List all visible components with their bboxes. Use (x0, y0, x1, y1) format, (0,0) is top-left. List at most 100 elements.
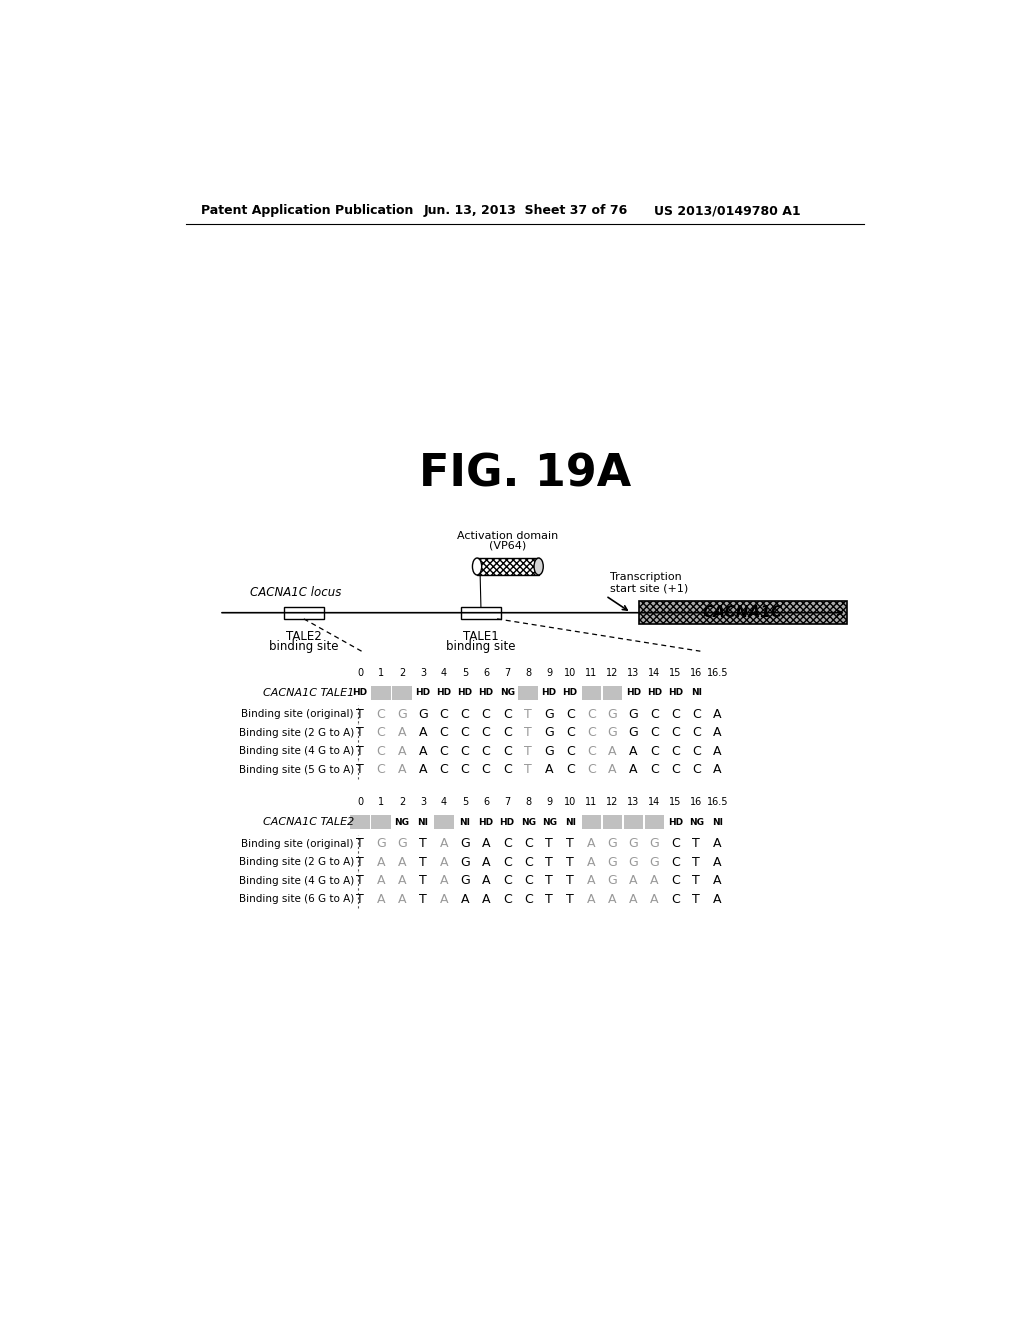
Text: T: T (692, 892, 700, 906)
Text: C: C (481, 726, 490, 739)
Text: A: A (587, 855, 595, 869)
Text: T: T (356, 892, 364, 906)
Text: G: G (607, 708, 617, 721)
Text: C: C (503, 855, 512, 869)
Text: A: A (608, 892, 616, 906)
Text: T: T (692, 837, 700, 850)
Text: T: T (356, 874, 364, 887)
Text: 13: 13 (627, 797, 639, 807)
Text: C: C (377, 763, 385, 776)
Text: 10: 10 (564, 668, 577, 677)
Text: A: A (650, 874, 658, 887)
Text: A: A (440, 855, 449, 869)
Text: T: T (524, 708, 532, 721)
Text: A: A (397, 763, 407, 776)
Text: T: T (566, 837, 574, 850)
Text: HD: HD (542, 688, 557, 697)
Text: HD: HD (647, 688, 662, 697)
Text: C: C (671, 708, 680, 721)
Text: 3: 3 (420, 797, 426, 807)
Text: 6: 6 (483, 797, 489, 807)
Text: A: A (587, 892, 595, 906)
Text: US 2013/0149780 A1: US 2013/0149780 A1 (654, 205, 801, 218)
Text: A: A (587, 874, 595, 887)
Text: C: C (692, 763, 700, 776)
Text: NG: NG (689, 817, 703, 826)
Text: G: G (418, 708, 428, 721)
Text: NG: NG (394, 817, 410, 826)
Text: T: T (524, 744, 532, 758)
Text: CACNA1C: CACNA1C (702, 605, 782, 620)
Text: G: G (629, 726, 638, 739)
Text: A: A (713, 892, 722, 906)
Text: C: C (524, 855, 532, 869)
FancyBboxPatch shape (461, 607, 501, 619)
Text: C: C (650, 708, 658, 721)
Text: A: A (629, 874, 638, 887)
Text: A: A (713, 837, 722, 850)
Ellipse shape (472, 558, 481, 576)
Text: T: T (692, 874, 700, 887)
Text: T: T (419, 837, 427, 850)
Text: A: A (397, 855, 407, 869)
Text: C: C (503, 726, 512, 739)
Text: 4: 4 (441, 797, 447, 807)
Text: C: C (566, 744, 574, 758)
Text: C: C (377, 726, 385, 739)
FancyBboxPatch shape (582, 686, 601, 700)
Text: 0: 0 (357, 668, 364, 677)
Text: CACNA1C TALE2: CACNA1C TALE2 (262, 817, 354, 828)
Text: A: A (713, 874, 722, 887)
Text: HD: HD (500, 817, 515, 826)
Text: C: C (503, 763, 512, 776)
Text: C: C (503, 744, 512, 758)
Text: Binding site (4 G to A): Binding site (4 G to A) (239, 875, 354, 886)
Text: G: G (397, 837, 407, 850)
Text: A: A (419, 763, 427, 776)
Text: A: A (397, 874, 407, 887)
FancyBboxPatch shape (602, 816, 622, 829)
FancyBboxPatch shape (392, 686, 412, 700)
Text: C: C (671, 744, 680, 758)
Text: C: C (439, 744, 449, 758)
Text: C: C (461, 708, 469, 721)
FancyBboxPatch shape (434, 816, 454, 829)
Text: A: A (419, 726, 427, 739)
Text: A: A (377, 855, 385, 869)
Text: C: C (481, 744, 490, 758)
Text: A: A (419, 744, 427, 758)
Text: G: G (607, 855, 617, 869)
Text: 16.5: 16.5 (707, 668, 728, 677)
Text: G: G (629, 837, 638, 850)
Text: G: G (460, 855, 470, 869)
Text: Binding site (5 G to A): Binding site (5 G to A) (239, 764, 354, 775)
Text: TALE1: TALE1 (463, 630, 499, 643)
Text: C: C (439, 763, 449, 776)
Text: 2: 2 (399, 797, 406, 807)
Text: CACNA1C locus: CACNA1C locus (250, 586, 341, 599)
Text: Binding site (original): Binding site (original) (242, 709, 354, 719)
Text: C: C (461, 726, 469, 739)
FancyBboxPatch shape (372, 686, 391, 700)
Text: G: G (629, 708, 638, 721)
Text: T: T (566, 855, 574, 869)
Text: A: A (713, 763, 722, 776)
FancyBboxPatch shape (644, 816, 664, 829)
Text: C: C (671, 837, 680, 850)
Text: C: C (587, 744, 596, 758)
Text: 8: 8 (525, 797, 531, 807)
Text: 1: 1 (378, 797, 384, 807)
Text: 16.5: 16.5 (707, 797, 728, 807)
Text: C: C (650, 726, 658, 739)
Text: 16: 16 (690, 668, 702, 677)
Text: 3: 3 (420, 668, 426, 677)
Text: C: C (503, 892, 512, 906)
Text: A: A (482, 892, 490, 906)
Text: T: T (524, 726, 532, 739)
Text: C: C (377, 744, 385, 758)
Text: 9: 9 (546, 668, 552, 677)
Text: 15: 15 (669, 668, 681, 677)
Text: A: A (397, 726, 407, 739)
Text: T: T (356, 708, 364, 721)
Text: Binding site (2 G to A): Binding site (2 G to A) (239, 727, 354, 738)
